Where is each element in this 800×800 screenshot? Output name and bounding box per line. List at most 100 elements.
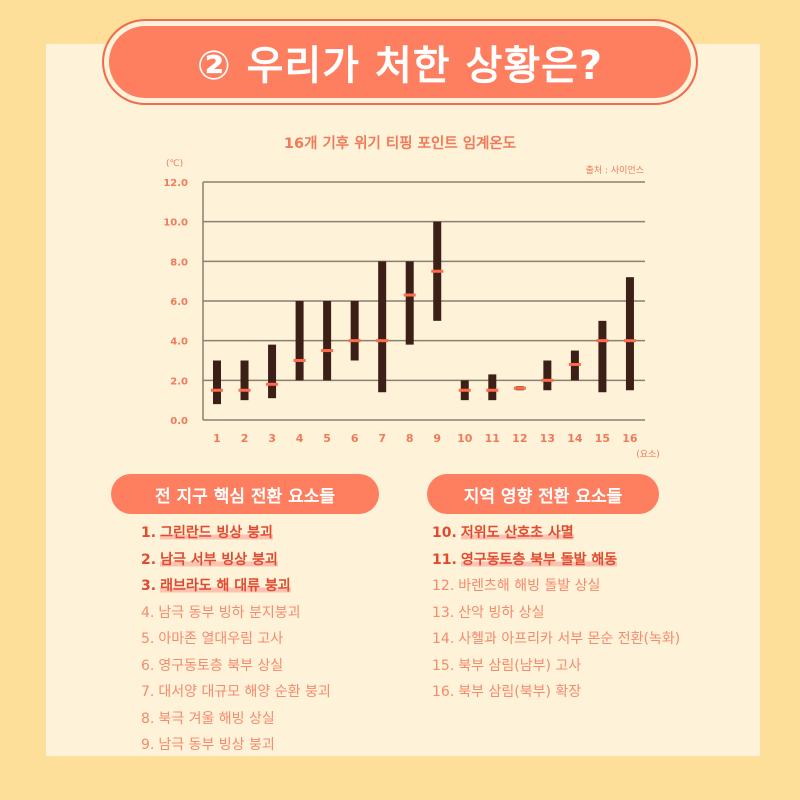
item-text: 산악 빙하 상실 <box>458 604 545 621</box>
median-marker <box>348 339 361 343</box>
item-text: 그린란드 빙상 붕괴 <box>160 525 273 541</box>
item-text: 바렌츠해 해빙 돌발 상실 <box>458 578 601 594</box>
item-text: 남극 동부 빙상 붕괴 <box>158 737 275 753</box>
item-text: 남극 서부 빙상 붕괴 <box>160 551 278 568</box>
x-tick-label: 13 <box>540 432 555 445</box>
item-number: 5. <box>141 631 155 647</box>
item-number: 4. <box>141 604 155 621</box>
item-number: 13. <box>432 604 455 621</box>
item-number: 14. <box>432 631 455 647</box>
x-tick-label: 10 <box>457 432 473 445</box>
list-item: 16. 북부 삼림(북부) 확장 <box>432 679 680 706</box>
x-tick-label: 4 <box>296 432 304 445</box>
range-bar <box>378 261 387 393</box>
median-marker <box>321 349 334 353</box>
item-text: 영구동토층 북부 상실 <box>158 657 284 674</box>
item-number: 9. <box>141 737 155 753</box>
y-axis-label: (℃) <box>166 159 183 169</box>
range-bar <box>488 374 497 401</box>
item-number: 1. <box>141 525 157 541</box>
median-marker <box>623 339 636 343</box>
chart-title: 16개 기후 위기 티핑 포인트 임계온도 <box>283 136 517 152</box>
item-number: 11. <box>432 551 457 568</box>
regional-elements-list: 10. 저위도 산호초 사멸 11. 영구동토층 북부 돌발 해동 12. 바렌츠해 해빙… <box>432 520 680 706</box>
global-elements-pill: 전 지구 핵심 전환 요소들 <box>111 474 379 514</box>
list-item: 13. 산악 빙하 상실 <box>432 600 680 627</box>
median-marker <box>513 386 526 390</box>
x-tick-label: 8 <box>406 432 414 445</box>
item-text: 대서양 대규모 해양 순환 붕괴 <box>158 684 331 700</box>
x-axis-label: (요소) <box>636 449 660 460</box>
range-bar <box>625 277 634 391</box>
list-item: 12. 바렌츠해 해빙 돌발 상실 <box>432 573 680 600</box>
item-text: 래브라도 해 대류 붕괴 <box>160 578 291 594</box>
x-tick-label: 15 <box>595 432 610 445</box>
item-number: 2. <box>141 551 157 568</box>
median-marker <box>293 359 306 362</box>
range-bar <box>268 344 277 399</box>
item-number: 16. <box>432 684 455 700</box>
list-item: 8. 북극 겨울 해빙 상실 <box>141 706 331 733</box>
list-item: 3. 래브라도 해 대류 붕괴 <box>141 573 331 600</box>
median-marker <box>266 382 279 386</box>
range-bar <box>295 301 304 381</box>
list-item: 14. 사헬과 아프리카 서부 몬순 전환(녹화) <box>432 626 680 653</box>
x-tick-label: 2 <box>241 432 249 445</box>
content-card <box>46 44 760 756</box>
median-marker <box>238 388 251 392</box>
global-elements-list: 1. 그린란드 빙상 붕괴 2. 남극 서부 빙상 붕괴 3. 래브라도 해 대류 붕괴 4… <box>141 520 331 759</box>
range-bar <box>323 301 332 381</box>
median-marker <box>431 269 444 273</box>
y-tick-label: 0.0 <box>170 416 188 427</box>
item-text: 사헬과 아프리카 서부 몬순 전환(녹화) <box>458 631 681 647</box>
range-bar <box>543 360 552 391</box>
list-item: 1. 그린란드 빙상 붕괴 <box>141 520 331 547</box>
median-marker <box>596 339 609 343</box>
range-bar <box>213 360 221 405</box>
item-text: 남극 동부 빙하 분지붕괴 <box>158 604 301 621</box>
median-marker <box>403 293 416 297</box>
x-tick-label: 14 <box>567 432 583 445</box>
y-tick-label: 8.0 <box>170 257 188 268</box>
range-bar <box>598 320 607 393</box>
x-tick-label: 1 <box>213 432 221 445</box>
item-number: 15. <box>432 657 455 674</box>
item-number: 6. <box>141 657 155 674</box>
list-item: 10. 저위도 산호초 사멸 <box>432 520 680 547</box>
range-bar <box>350 301 359 361</box>
median-marker <box>486 388 499 392</box>
x-tick-label: 3 <box>268 432 276 445</box>
list-item: 7. 대서양 대규모 해양 순환 붕괴 <box>141 679 331 706</box>
median-marker <box>541 378 554 382</box>
item-number: 12. <box>432 578 455 594</box>
x-tick-label: 5 <box>323 432 331 445</box>
tipping-point-chart: 0.02.04.06.08.010.012.0(℃)1 2 3 4 5 6 7 8 9 10 11 1… <box>163 159 660 460</box>
list-item: 2. 남극 서부 빙상 붕괴 <box>141 547 331 574</box>
item-text: 북극 겨울 해빙 상실 <box>158 710 275 727</box>
y-tick-label: 2.0 <box>170 376 188 387</box>
median-marker <box>376 339 389 343</box>
item-text: 아마존 열대우림 고사 <box>158 631 284 647</box>
median-marker <box>211 388 223 392</box>
median-marker <box>458 388 471 392</box>
item-text: 저위도 산호초 사멸 <box>460 525 574 541</box>
regional-elements-pill: 지역 영향 전환 요소들 <box>427 474 659 514</box>
y-tick-label: 6.0 <box>170 297 188 308</box>
y-tick-label: 10.0 <box>163 218 188 229</box>
x-tick-label: 16 <box>622 432 638 445</box>
list-item: 11. 영구동토층 북부 돌발 해동 <box>432 547 680 574</box>
range-bar <box>240 360 249 401</box>
item-number: 3. <box>141 578 157 594</box>
x-tick-label: 6 <box>351 432 359 445</box>
x-tick-label: 9 <box>433 432 441 445</box>
median-marker <box>568 362 581 366</box>
y-tick-label: 4.0 <box>170 337 188 348</box>
item-number: 7. <box>141 684 155 700</box>
range-bar <box>405 261 414 345</box>
item-number: 8. <box>141 710 155 727</box>
list-item: 15. 북부 삼림(남부) 고사 <box>432 653 680 680</box>
x-tick-label: 11 <box>485 432 500 445</box>
item-text: 영구동토층 북부 돌발 해동 <box>460 551 618 568</box>
page-title: ② 우리가 처한 상황은? <box>102 19 698 105</box>
item-text: 북부 삼림(남부) 고사 <box>458 657 582 674</box>
